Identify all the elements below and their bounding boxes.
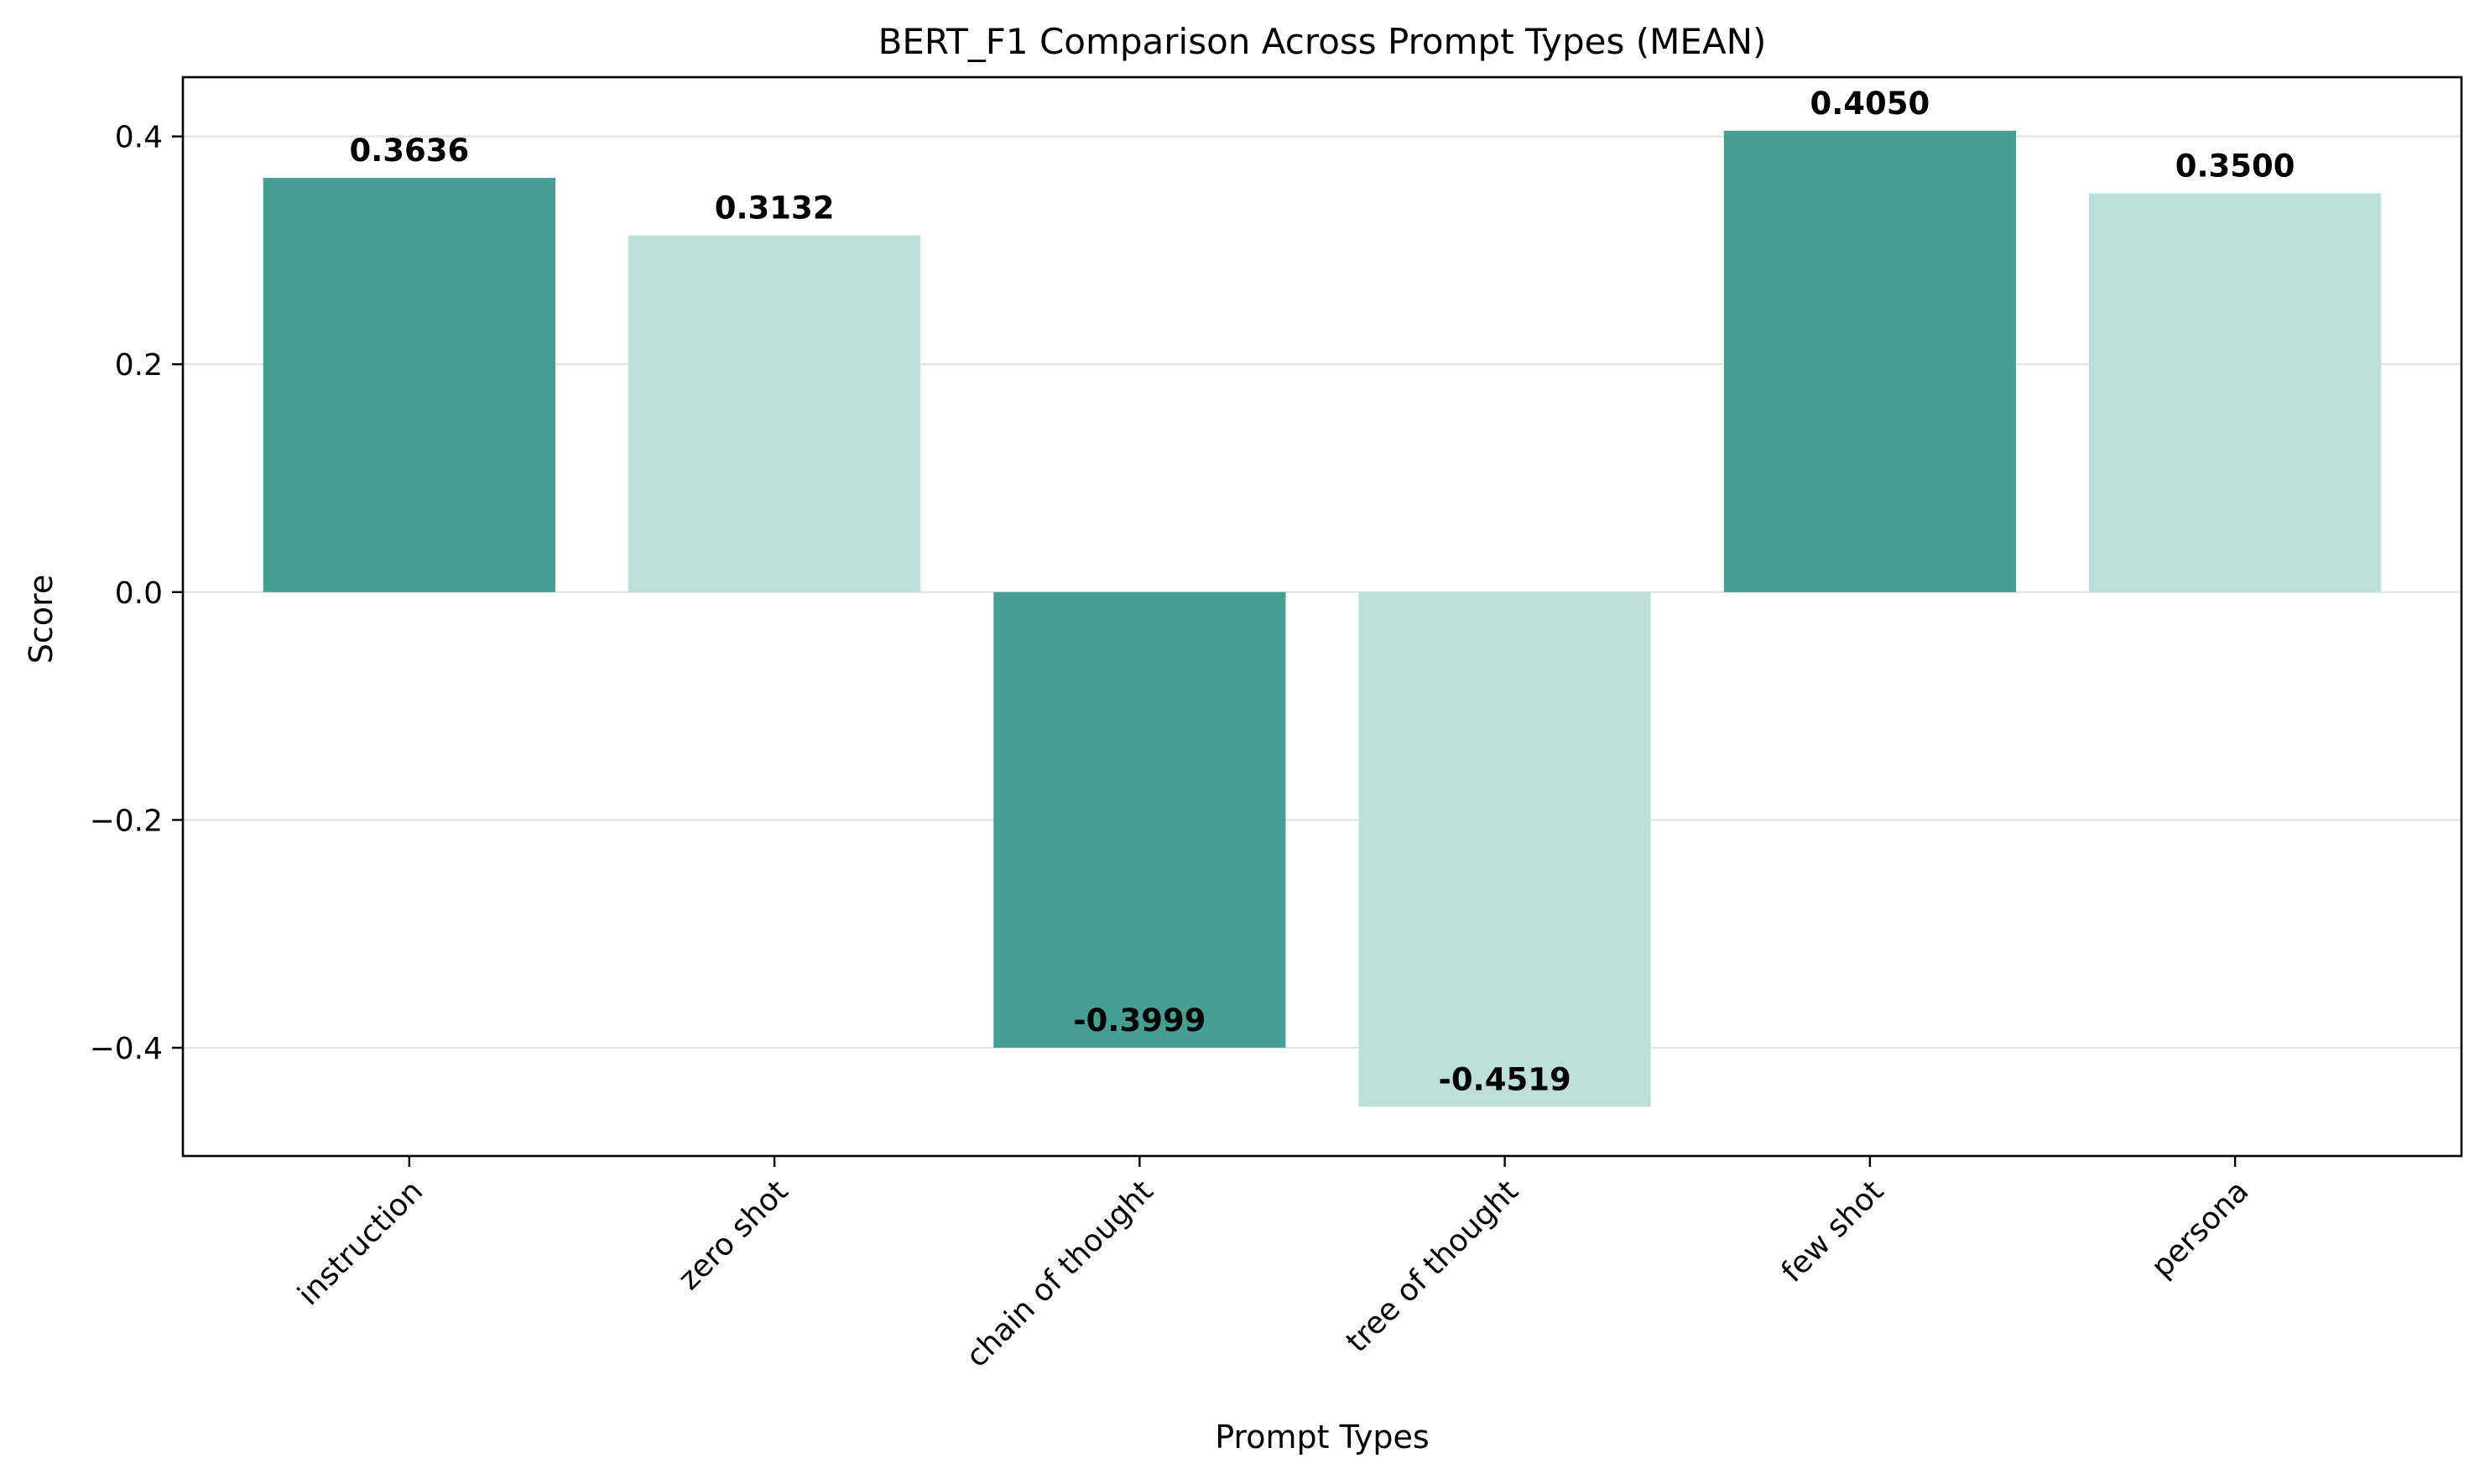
bar-persona bbox=[2089, 193, 2382, 592]
bar-value-label: 0.3132 bbox=[715, 190, 835, 226]
bar-few-shot bbox=[1723, 130, 2016, 592]
bar-value-label: -0.4519 bbox=[1439, 1061, 1571, 1097]
y-tick-label: 0.0 bbox=[115, 576, 163, 611]
bar-value-label: 0.4050 bbox=[1810, 86, 1930, 122]
bar-chain-of-thought bbox=[993, 591, 1286, 1048]
y-tick-label: −0.2 bbox=[90, 804, 163, 838]
x-axis-label: Prompt Types bbox=[1215, 1419, 1429, 1455]
bar-instruction bbox=[263, 178, 555, 592]
y-tick-label: −0.4 bbox=[90, 1032, 163, 1066]
y-axis-label: Score bbox=[23, 575, 60, 664]
y-tick-label: 0.2 bbox=[115, 348, 163, 383]
bar-value-label: 0.3636 bbox=[349, 133, 469, 169]
gridlines bbox=[183, 135, 2461, 1049]
bar-zero-shot bbox=[628, 235, 921, 592]
y-tick-label: 0.4 bbox=[115, 121, 163, 155]
bar-tree-of-thought bbox=[1358, 591, 1651, 1107]
bar-value-label: -0.3999 bbox=[1073, 1002, 1206, 1039]
chart-title: BERT_F1 Comparison Across Prompt Types (… bbox=[878, 21, 1767, 62]
bar-value-labels: 0.3636 0.3132 -0.3999 -0.4519 0.4050 0.3500 bbox=[349, 86, 2295, 1098]
bar-value-label: 0.3500 bbox=[2175, 148, 2295, 185]
plot-frame bbox=[181, 76, 2463, 1158]
bars bbox=[263, 130, 2382, 1107]
